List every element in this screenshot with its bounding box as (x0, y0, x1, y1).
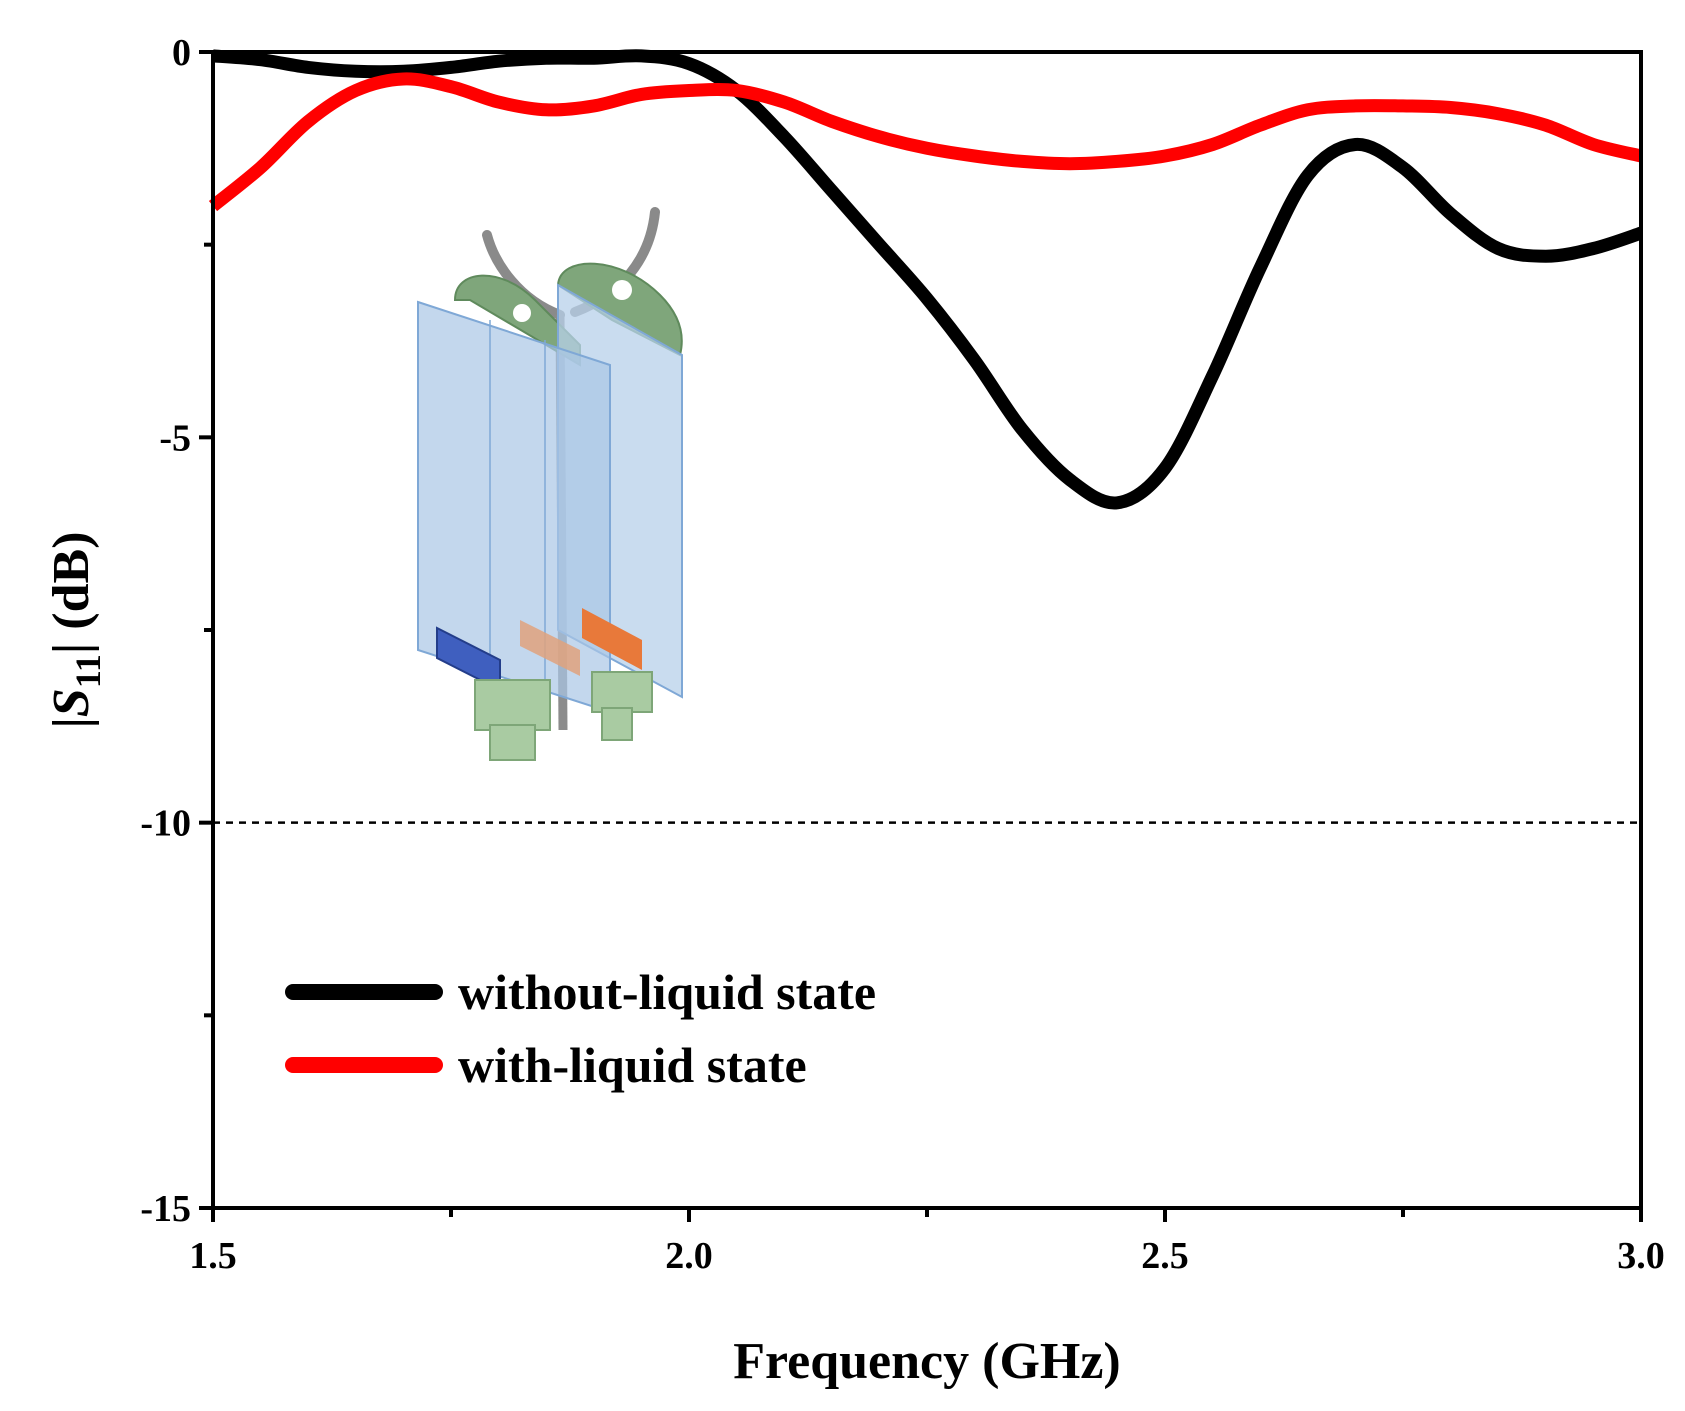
y-axis-title-subscript: 11 (68, 654, 108, 688)
y-tick-label: -10 (140, 803, 191, 845)
y-axis-title-symbol: S (43, 688, 100, 717)
y-axis-ticks: 0 -5 -10 -15 (140, 32, 213, 1230)
legend: without-liquid state with-liquid state (285, 964, 876, 1093)
legend-label-with-liquid: with-liquid state (458, 1037, 807, 1093)
x-tick-label: 3.0 (1617, 1235, 1665, 1277)
y-axis-title-suffix: | (dB) (43, 531, 100, 654)
y-tick-label: 0 (172, 32, 191, 74)
x-tick-label: 2.5 (1141, 1235, 1189, 1277)
antenna-model-illustration (417, 207, 683, 761)
x-tick-label: 2.0 (665, 1235, 713, 1277)
legend-label-without-liquid: without-liquid state (458, 964, 876, 1020)
series-layer (208, 49, 1644, 510)
x-axis-title: Frequency (GHz) (733, 1333, 1121, 1390)
y-axis-title: |S11| (dB) (43, 531, 108, 728)
y-tick-label: -15 (140, 1188, 191, 1230)
x-axis-ticks: 1.5 2.0 2.5 3.0 (189, 1208, 1665, 1277)
series-line-with-liquid-state (208, 72, 1643, 212)
y-axis-title-prefix: | (43, 717, 100, 728)
series-line-without-liquid-state (212, 49, 1644, 510)
x-tick-label: 1.5 (189, 1235, 237, 1277)
y-tick-label: -5 (159, 417, 191, 459)
